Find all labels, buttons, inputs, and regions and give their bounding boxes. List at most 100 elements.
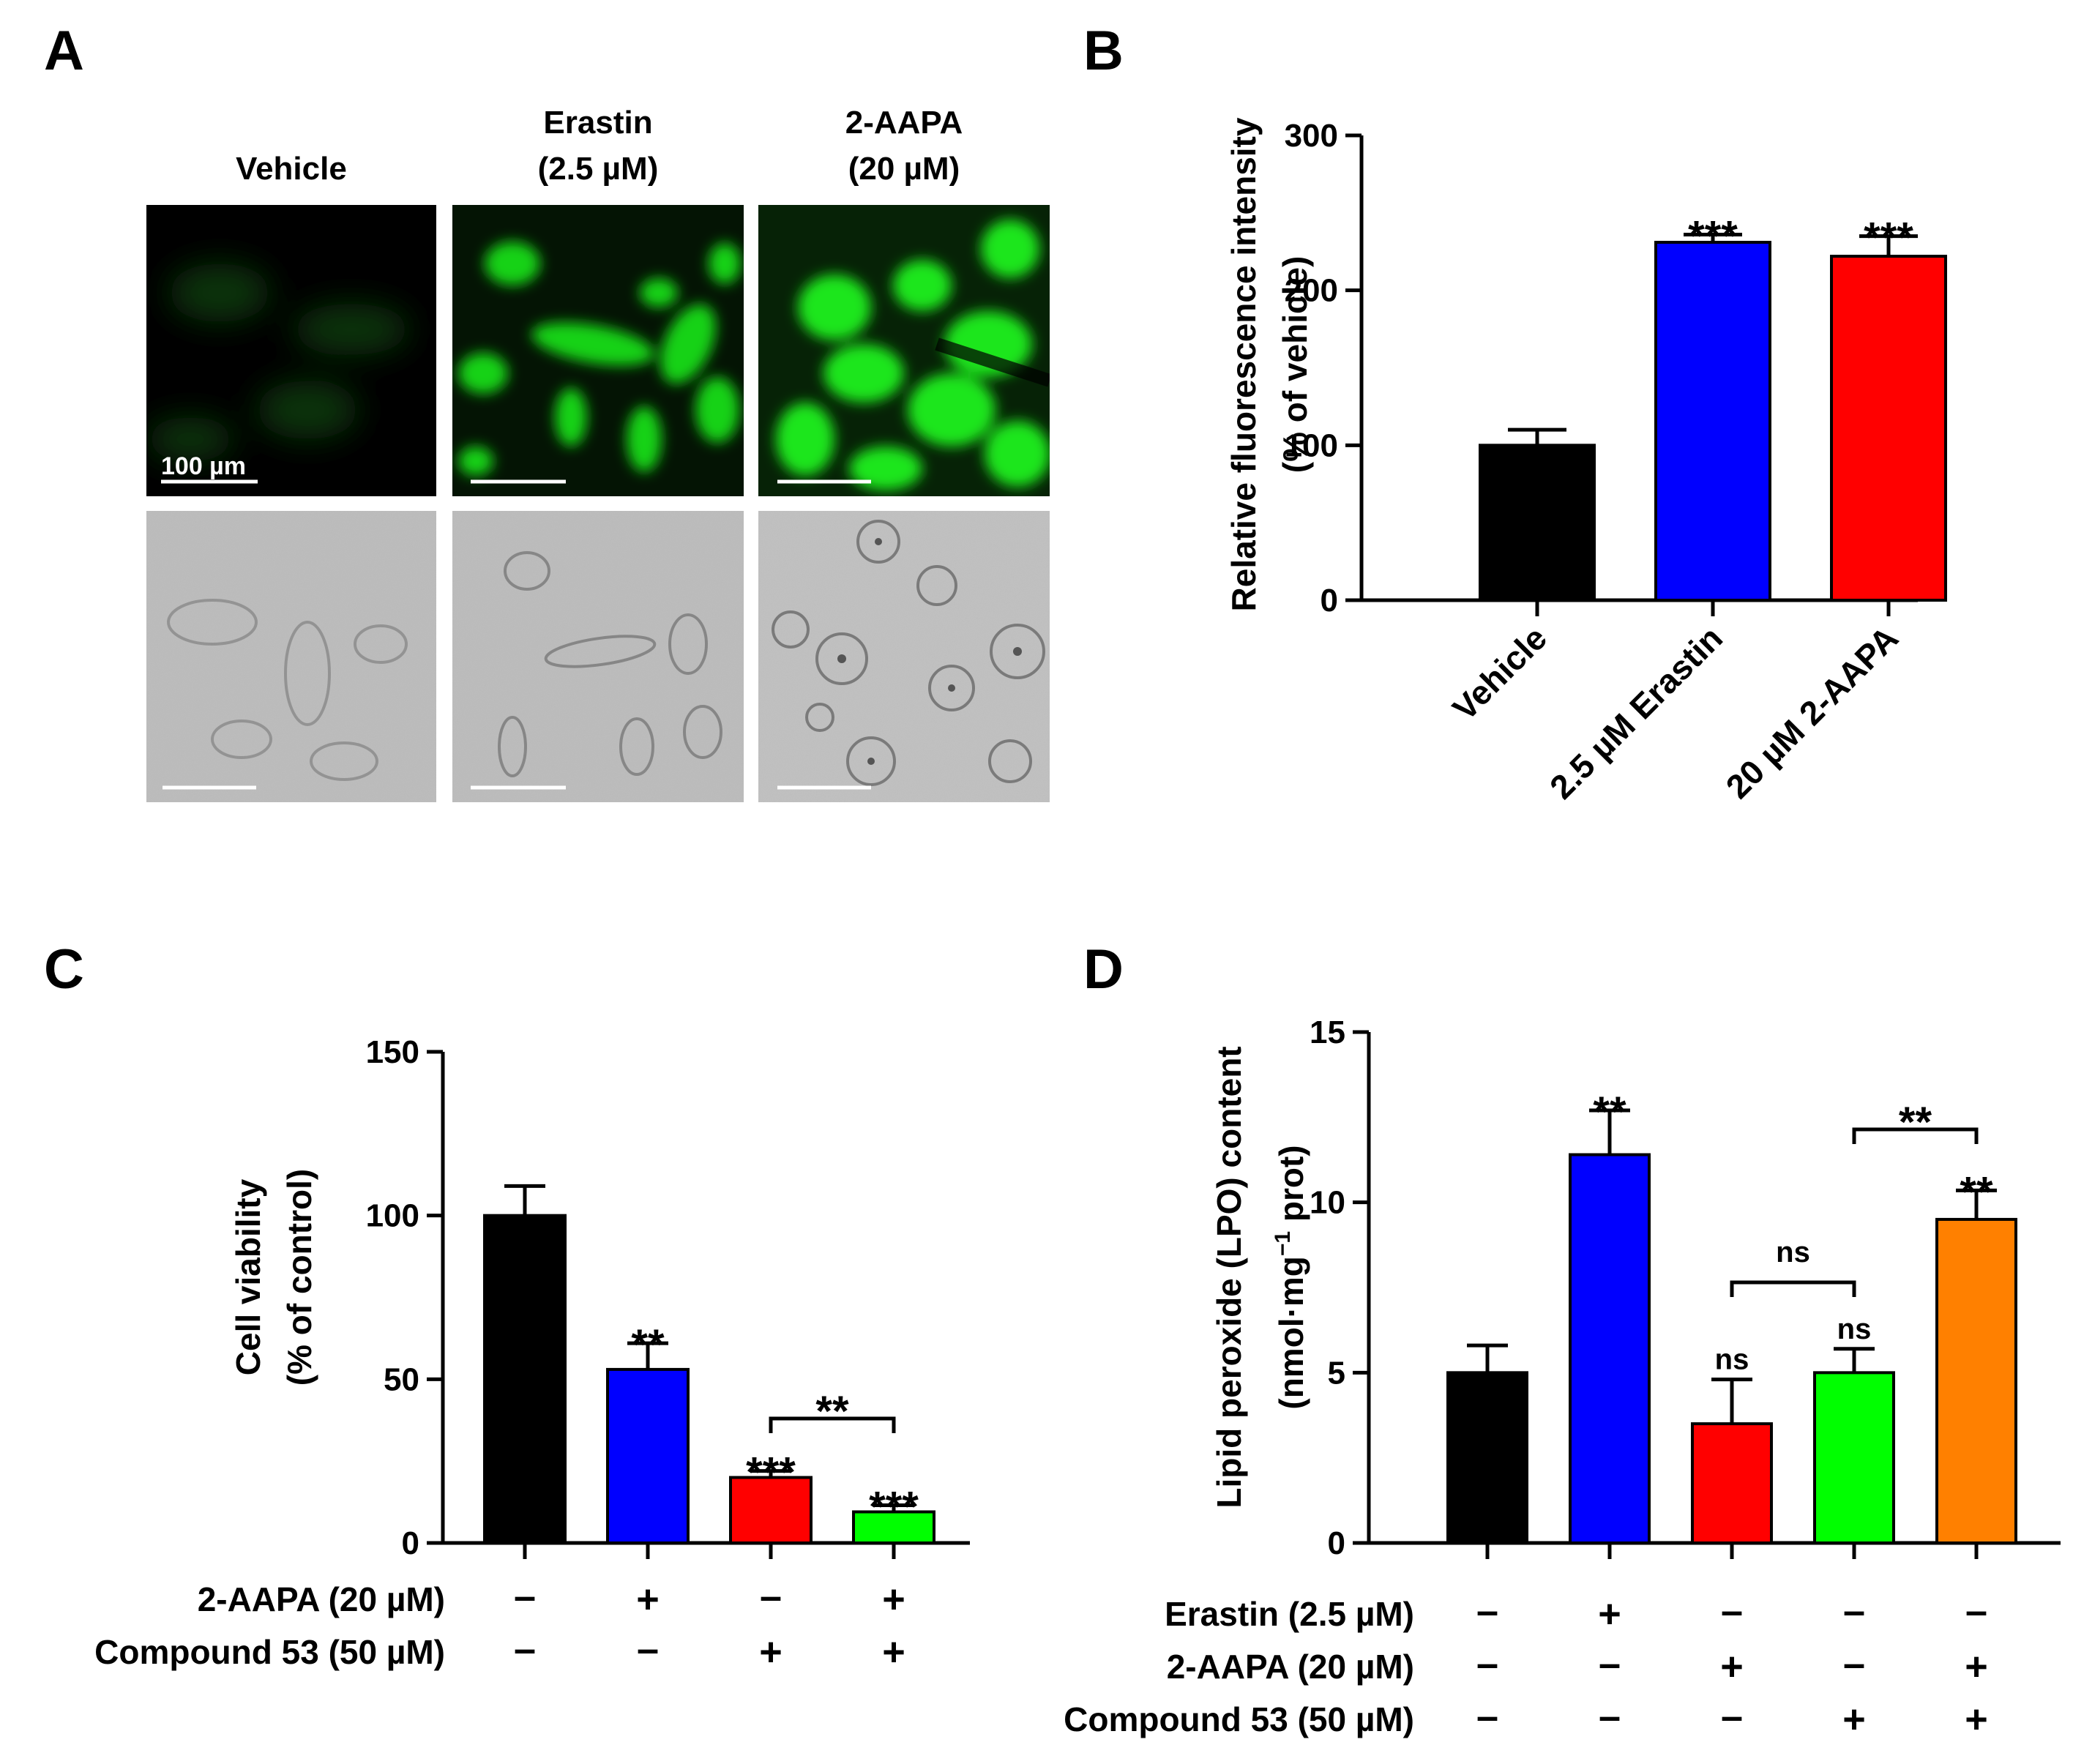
column-title-vehicle: Vehicle <box>236 151 347 187</box>
d-chart: 0 5 10 15 ** ns ns ** ns ** Erastin (2.5 µM) – + – – – 2… <box>1064 1014 2061 1741</box>
d-ytick-label: 0 <box>1328 1525 1345 1561</box>
d-bar <box>1813 1371 1895 1545</box>
b-category-label: Vehicle <box>1445 618 1554 728</box>
d-significance-label: ** <box>1593 1088 1626 1136</box>
column-title-erastin: Erastin <box>543 105 652 141</box>
d-ytick-label: 5 <box>1328 1355 1345 1391</box>
d-ylabel-line2: (nmol·mg−1 prot) <box>1271 1145 1310 1409</box>
d-comparison-bracket <box>1730 1280 1856 1297</box>
d-condition-sign: – <box>1599 1694 1621 1738</box>
c-significance-label: ** <box>631 1321 665 1369</box>
brightfield-image-vehicle <box>146 511 436 802</box>
d-ytick-label: 15 <box>1310 1014 1345 1050</box>
d-condition-sign: – <box>1599 1642 1621 1686</box>
d-significance-label: ** <box>1960 1168 1993 1216</box>
d-bar <box>1569 1153 1651 1544</box>
c-condition-sign: – <box>760 1574 782 1618</box>
c-condition-sign: + <box>759 1630 782 1674</box>
d-condition-sign: – <box>1843 1642 1865 1686</box>
d-condition-sign: – <box>1476 1694 1498 1738</box>
b-ytick-label: 100 <box>1285 427 1338 463</box>
column-title-2aapa: 2-AAPA <box>845 105 963 141</box>
c-significance-label: *** <box>869 1484 919 1531</box>
c-condition-sign: + <box>882 1577 905 1621</box>
d-bracket-label: ** <box>1899 1099 1932 1146</box>
d-condition-sign: + <box>1965 1697 1988 1741</box>
b-bar <box>1479 444 1596 602</box>
b-bar <box>1830 255 1947 602</box>
panel-label-c: C <box>44 938 84 1001</box>
c-ylabel-line2: (% of control) <box>280 1169 318 1386</box>
d-condition-sign: – <box>1476 1589 1498 1633</box>
d-significance-label: ns <box>1715 1344 1749 1376</box>
c-condition-sign: – <box>637 1627 659 1671</box>
b-ytick-label: 200 <box>1285 273 1338 309</box>
c-condition-sign: – <box>514 1627 536 1671</box>
c-ytick-label: 100 <box>366 1198 419 1234</box>
b-ylabel-line2: (% of vehicle) <box>1276 256 1314 474</box>
d-ytick-label: 10 <box>1310 1185 1345 1221</box>
d-condition-sign: – <box>1843 1589 1865 1633</box>
c-ylabel-line1: Cell viability <box>229 1178 267 1375</box>
fluorescence-image-vehicle <box>146 205 436 496</box>
d-condition-sign: + <box>1965 1645 1988 1689</box>
column-title-2aapa-dose: (20 µM) <box>848 151 960 187</box>
c-condition-label: 2-AAPA (20 µM) <box>198 1580 445 1618</box>
d-ylabel-line2-a: (nmol·mg <box>1272 1256 1310 1410</box>
c-condition-label: Compound 53 (50 µM) <box>94 1633 445 1671</box>
d-bracket-label: ns <box>1776 1236 1810 1268</box>
c-condition-sign: + <box>882 1630 905 1674</box>
d-significance-label: ns <box>1837 1313 1872 1345</box>
brightfield-image-erastin <box>452 511 744 802</box>
c-condition-sign: – <box>514 1574 536 1618</box>
b-significance-label: *** <box>1864 214 1913 262</box>
d-condition-sign: + <box>1720 1645 1744 1689</box>
panel-a: A Vehicle Erastin (2.5 µM) 2-AAPA (20 µM… <box>44 20 1050 802</box>
panel-label-d: D <box>1083 938 1124 1001</box>
d-ylabel-line1: Lipid peroxide (LPO) content <box>1210 1046 1248 1508</box>
c-bar <box>606 1367 690 1544</box>
d-ylabel-superscript: −1 <box>1271 1231 1295 1256</box>
b-ytick-label: 300 <box>1285 118 1338 154</box>
d-condition-sign: + <box>1842 1697 1866 1741</box>
c-bar <box>483 1214 567 1544</box>
c-condition-sign: + <box>636 1577 660 1621</box>
b-ylabel-line1: Relative fluorescence intensity <box>1225 117 1263 611</box>
b-category-label: 20 µM 2-AAPA <box>1719 618 1906 806</box>
d-condition-label: Compound 53 (50 µM) <box>1064 1700 1414 1738</box>
d-condition-sign: – <box>1721 1694 1743 1738</box>
column-title-erastin-dose: (2.5 µM) <box>538 151 659 187</box>
scale-bar-label: 100 µm <box>161 452 246 480</box>
d-condition-label: 2-AAPA (20 µM) <box>1167 1648 1414 1686</box>
d-condition-label: Erastin (2.5 µM) <box>1165 1595 1414 1633</box>
panel-d: D Lipid peroxide (LPO) content (nmol·mg−… <box>1064 938 2061 1741</box>
fluorescence-image-2aapa <box>758 205 1050 496</box>
b-category-label: 2.5 µM Erastin <box>1542 618 1730 806</box>
c-ytick-label: 150 <box>366 1034 419 1070</box>
d-bar <box>1935 1217 2017 1545</box>
panel-label-a: A <box>44 20 84 82</box>
b-ytick-label: 0 <box>1321 583 1338 618</box>
brightfield-image-2aapa <box>758 511 1050 802</box>
d-condition-sign: + <box>1598 1592 1621 1636</box>
c-comparison-bracket <box>769 1416 896 1433</box>
d-condition-sign: – <box>1476 1642 1498 1686</box>
panel-label-b: B <box>1083 20 1124 82</box>
c-ytick-label: 50 <box>384 1361 419 1397</box>
b-significance-label: *** <box>1688 212 1738 260</box>
d-condition-sign: – <box>1721 1589 1743 1633</box>
d-ylabel-line2-b: prot) <box>1272 1145 1310 1231</box>
d-comparison-bracket <box>1852 1127 1979 1144</box>
d-bar <box>1446 1371 1528 1545</box>
c-significance-label: *** <box>746 1449 796 1497</box>
panel-b: B Relative fluorescence intensity (% of … <box>1083 20 1947 806</box>
d-condition-sign: – <box>1965 1589 1987 1633</box>
panel-c: C Cell viability (% of control) 0 50 100 15… <box>44 938 970 1674</box>
b-bar <box>1654 241 1771 602</box>
d-bar <box>1691 1422 1773 1544</box>
fluorescence-image-erastin <box>452 205 744 496</box>
